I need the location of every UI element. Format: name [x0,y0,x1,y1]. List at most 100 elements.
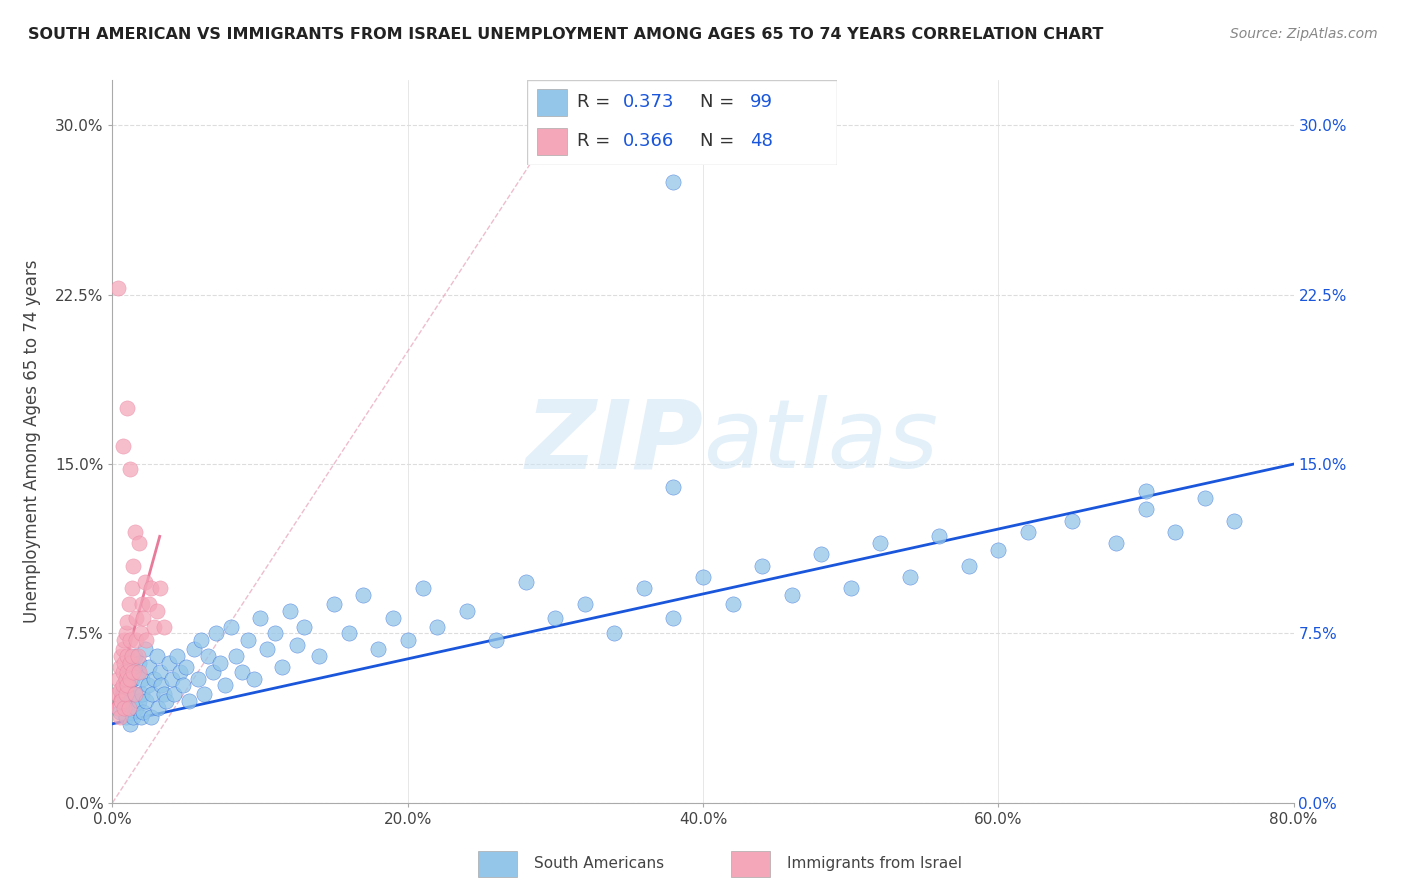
Point [485,633,508,648]
Text: N =: N = [700,94,741,112]
Point [193,687,215,701]
Point [839,582,862,596]
Point [124,524,146,539]
Point [136,678,159,692]
Point [134,642,156,657]
Point [150,678,173,692]
Point [169,665,191,679]
Point [117,687,138,701]
Point [132,610,155,624]
Text: South Americans: South Americans [534,855,665,871]
Point [1194,491,1216,505]
Point [352,588,374,602]
Point [112,694,135,708]
Point [271,660,294,674]
Point [780,588,803,602]
Point [138,660,160,674]
Point [139,710,162,724]
FancyBboxPatch shape [527,80,837,165]
Point [108,706,131,720]
Point [131,597,153,611]
Point [122,710,145,724]
Y-axis label: Unemployment Among Ages 65 to 74 years: Unemployment Among Ages 65 to 74 years [22,260,41,624]
Text: atlas: atlas [703,395,938,488]
Point [128,656,150,670]
Text: ZIP: ZIP [524,395,703,488]
Point [692,570,714,584]
Point [117,665,138,679]
Text: Source: ZipAtlas.com: Source: ZipAtlas.com [1230,27,1378,41]
Point [928,529,950,543]
Point [869,536,891,550]
Point [411,582,433,596]
Point [131,672,153,686]
Point [107,281,129,295]
Point [160,672,183,686]
Point [128,665,150,679]
Point [122,665,145,679]
Point [112,701,135,715]
Point [205,626,228,640]
Point [146,648,169,663]
Point [138,597,160,611]
Point [197,648,219,663]
Point [135,633,157,648]
Point [121,672,143,686]
Point [146,604,169,618]
Text: 48: 48 [749,132,773,150]
Point [108,660,131,674]
Point [201,665,224,679]
Point [128,694,150,708]
Point [118,678,141,692]
Point [111,665,134,679]
Point [190,633,212,648]
Point [662,175,685,189]
Point [124,687,146,701]
Point [163,687,186,701]
Point [129,626,152,640]
Point [110,694,132,708]
Point [117,648,138,663]
Point [122,558,145,573]
Point [111,682,134,697]
Point [149,582,172,596]
Text: SOUTH AMERICAN VS IMMIGRANTS FROM ISRAEL UNEMPLOYMENT AMONG AGES 65 TO 74 YEARS : SOUTH AMERICAN VS IMMIGRANTS FROM ISRAEL… [28,27,1104,42]
Point [153,620,176,634]
Point [117,401,138,415]
Point [127,665,149,679]
Point [129,710,152,724]
Point [179,694,201,708]
FancyBboxPatch shape [478,851,517,877]
Point [148,701,170,715]
Point [107,672,129,686]
Point [278,604,301,618]
Point [125,701,148,715]
Point [121,648,143,663]
Point [128,536,150,550]
Point [810,548,832,562]
Point [285,638,308,652]
Point [112,656,135,670]
Point [1135,484,1157,499]
Point [603,626,626,640]
Text: Immigrants from Israel: Immigrants from Israel [787,855,962,871]
Point [292,620,315,634]
Point [125,633,148,648]
Point [662,610,685,624]
Text: N =: N = [700,132,741,150]
Point [214,678,236,692]
Point [957,558,980,573]
Point [120,656,142,670]
Point [121,660,143,674]
Point [1164,524,1187,539]
Point [124,687,146,701]
Point [574,597,596,611]
Point [633,582,655,596]
Text: R =: R = [576,94,616,112]
Point [132,706,155,720]
Point [107,701,129,715]
Point [256,642,278,657]
Point [120,672,142,686]
Point [139,582,162,596]
Point [183,642,205,657]
